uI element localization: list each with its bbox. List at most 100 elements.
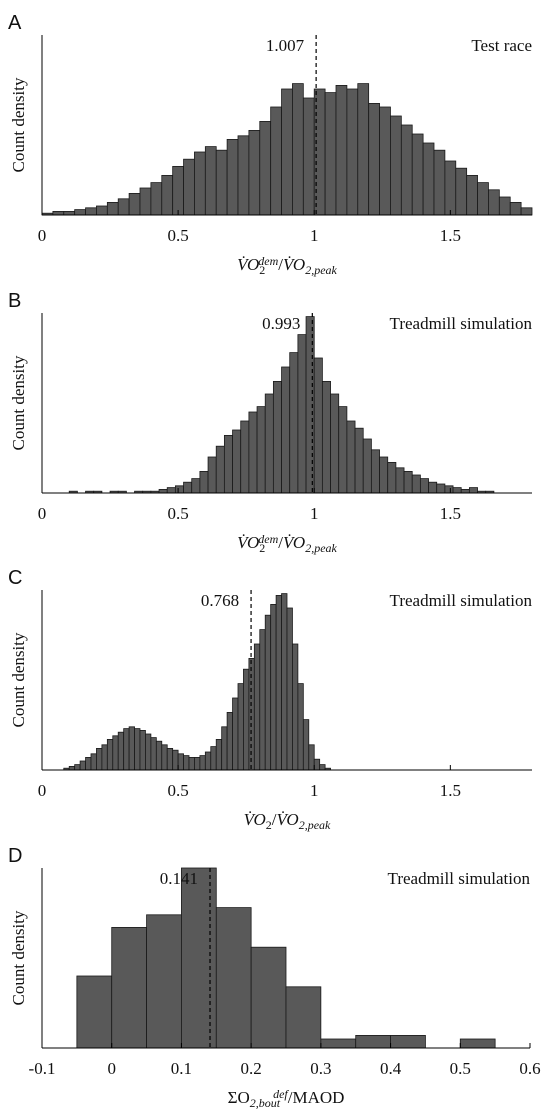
x-axis-label: V̇O2/V̇O2,peak <box>244 810 331 832</box>
bar <box>232 697 239 771</box>
bar <box>85 757 92 771</box>
bar <box>85 207 97 216</box>
bar <box>305 316 315 494</box>
bar <box>460 488 470 494</box>
bar <box>117 731 125 771</box>
x-tick-label: 0.1 <box>171 1059 192 1078</box>
x-tick-label: 1.5 <box>440 781 461 800</box>
bar <box>188 757 195 771</box>
bar <box>243 668 250 771</box>
bar <box>355 1035 391 1049</box>
bar <box>191 478 201 494</box>
bar <box>455 167 468 216</box>
bar <box>297 334 307 494</box>
x-tick-label: 1 <box>310 504 319 523</box>
x-tick-label: -0.1 <box>29 1059 56 1078</box>
panel-label: A <box>8 12 22 34</box>
bar <box>128 726 135 771</box>
bar <box>292 643 299 771</box>
bar <box>145 733 152 771</box>
bar <box>172 749 179 771</box>
bar <box>281 88 293 216</box>
bar <box>166 487 176 494</box>
bar <box>134 728 141 771</box>
bar <box>248 129 261 216</box>
bar <box>215 739 223 771</box>
bar <box>79 760 86 771</box>
bar <box>226 712 233 771</box>
bar <box>256 406 266 494</box>
bar <box>302 719 310 771</box>
bar <box>146 914 182 1049</box>
bar <box>324 92 337 216</box>
bar <box>96 205 108 216</box>
bar <box>74 209 86 216</box>
bar <box>292 83 304 216</box>
x-axis-label-part: V̇O <box>277 810 299 829</box>
x-axis-label-part: V̇O <box>283 533 305 552</box>
bar <box>215 445 225 494</box>
bar <box>199 470 209 494</box>
x-tick-label: 0.3 <box>310 1059 331 1078</box>
panel-note: Test race <box>471 36 532 55</box>
bar <box>63 210 76 216</box>
x-tick-label: 0.5 <box>167 781 188 800</box>
bar <box>459 1038 496 1049</box>
bar <box>76 975 113 1049</box>
x-axis-label-part: / <box>272 810 277 829</box>
bar <box>285 986 322 1049</box>
bar <box>139 187 152 216</box>
bar <box>488 189 500 216</box>
x-axis-label-part: / <box>278 255 283 274</box>
bar <box>139 730 146 771</box>
bar <box>68 766 76 771</box>
bar <box>111 927 147 1049</box>
bar <box>313 758 321 771</box>
bar <box>319 764 326 771</box>
panel-label: C <box>8 567 22 589</box>
x-axis-label-part: 2,peak <box>299 818 331 832</box>
x-tick-label: 0.6 <box>519 1059 540 1078</box>
x-tick-label: 0 <box>38 504 47 523</box>
median-label: 0.141 <box>160 869 198 888</box>
bar <box>320 1038 357 1049</box>
bar <box>390 115 402 216</box>
bar <box>370 449 380 494</box>
bar <box>106 739 114 771</box>
bar <box>194 757 201 771</box>
bar <box>161 744 168 771</box>
bar <box>289 352 299 494</box>
x-axis-label-part: V̇O <box>283 255 305 274</box>
bar <box>379 456 389 494</box>
x-axis-label-part: 2,peak <box>305 541 337 555</box>
bar <box>264 393 274 494</box>
bar <box>379 106 391 216</box>
bar <box>248 411 258 494</box>
bar <box>346 420 356 494</box>
bar <box>297 683 304 771</box>
panel-note: Treadmill simulation <box>390 591 533 610</box>
bar <box>477 182 489 216</box>
bar <box>207 456 217 494</box>
bar <box>183 755 190 771</box>
x-tick-label: 0.5 <box>450 1059 471 1078</box>
bar <box>272 380 282 494</box>
x-axis-label-part: 2,peak <box>305 263 337 277</box>
bar <box>281 366 291 494</box>
bar <box>302 97 315 216</box>
panel-label: B <box>8 290 21 312</box>
bar <box>128 192 141 216</box>
bar <box>321 380 331 494</box>
bar <box>357 83 370 216</box>
bar <box>204 751 212 771</box>
bar <box>174 485 184 494</box>
x-axis-label-part: / <box>278 533 283 552</box>
bar <box>150 182 163 216</box>
median-label: 0.768 <box>201 591 239 610</box>
bar <box>150 737 157 771</box>
bar <box>259 629 266 771</box>
x-tick-label: 1.5 <box>440 504 461 523</box>
bar <box>161 174 174 216</box>
bar <box>210 746 217 771</box>
